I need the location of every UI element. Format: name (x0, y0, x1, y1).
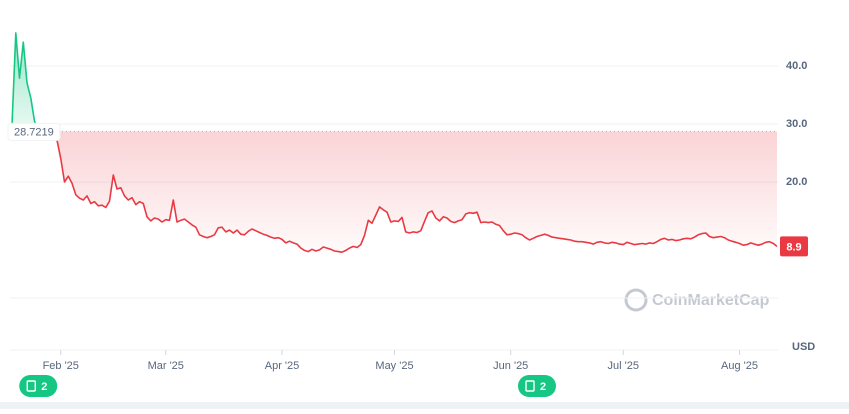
event-count: 2 (41, 381, 47, 393)
y-tick-label: 30.0 (786, 118, 807, 130)
x-tick-label: Jun '25 (493, 360, 528, 372)
x-tick-label: Apr '25 (265, 360, 300, 372)
price-area (12, 32, 777, 253)
last-price-label: 8.9 (786, 241, 801, 253)
y-tick-label: 20.0 (786, 176, 807, 188)
bottom-strip (0, 402, 849, 409)
baseline-label-box (7, 122, 61, 141)
watermark: CoinMarketCap (624, 288, 770, 312)
y-tick-label: 40.0 (786, 60, 807, 72)
baseline-label: 28.7219 (14, 126, 54, 138)
x-tick-label: Aug '25 (721, 360, 758, 372)
event-badge[interactable]: 2 (19, 375, 58, 397)
event-count: 2 (540, 381, 546, 393)
price-line (11, 32, 778, 253)
event-icon (525, 380, 535, 392)
x-tick-label: Mar '25 (148, 360, 184, 372)
x-tick-label: Jul '25 (608, 360, 639, 372)
last-price-box (780, 236, 808, 257)
x-tick-label: Feb '25 (43, 360, 79, 372)
event-badge-bg (19, 375, 58, 397)
watermark-text: CoinMarketCap (652, 292, 770, 309)
event-badge-bg (518, 375, 556, 397)
currency-label: USD (792, 341, 815, 353)
event-badge[interactable]: 2 (518, 375, 556, 397)
event-icon (26, 380, 36, 392)
x-tick-label: May '25 (375, 360, 413, 372)
